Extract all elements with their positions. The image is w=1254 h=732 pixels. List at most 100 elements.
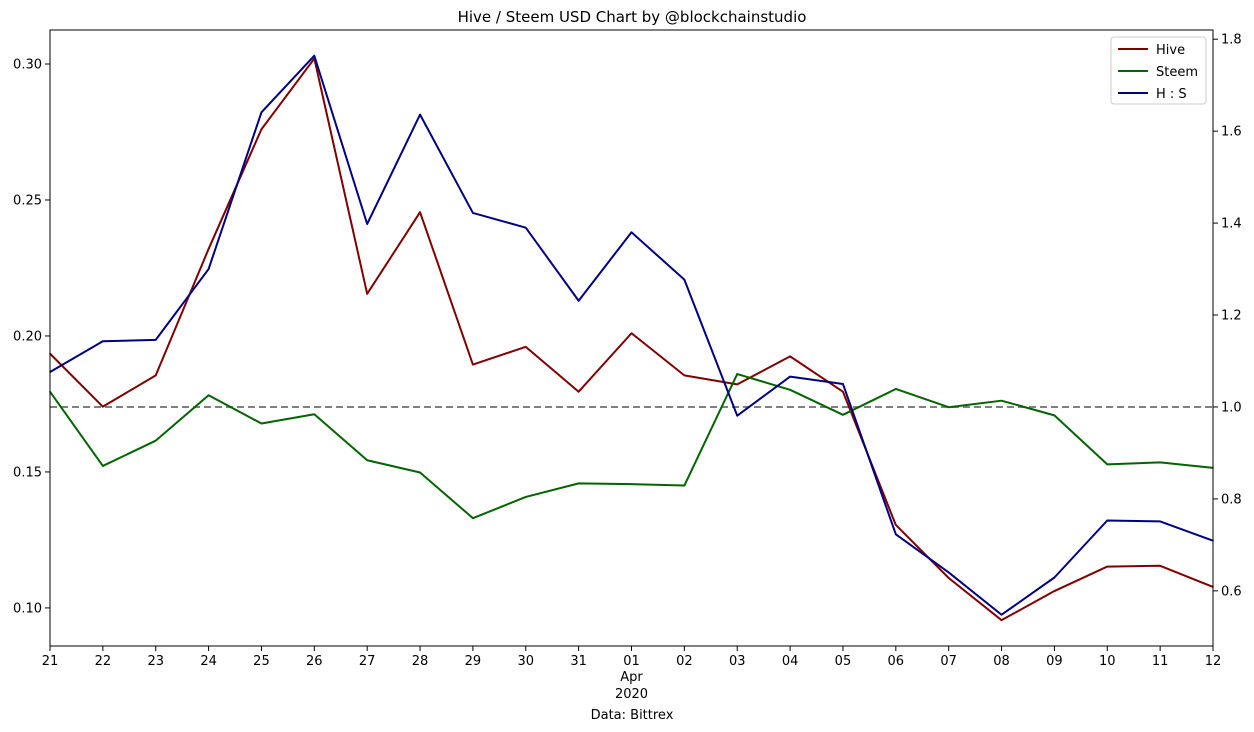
y-right-tick-label: 0.6 [1221, 584, 1242, 599]
series-line-0 [49, 57, 1214, 622]
data-point-1-4 [260, 422, 263, 425]
y-left-tick-label: 0.20 [13, 329, 42, 344]
data-point-2-9 [524, 226, 527, 229]
data-point-0-15 [842, 390, 844, 393]
data-point-1-10 [577, 482, 580, 485]
data-point-1-12 [683, 484, 686, 487]
data-point-0-13 [736, 383, 739, 386]
data-point-0-1 [102, 405, 104, 408]
data-point-0-18 [1000, 619, 1003, 621]
data-point-0-8 [472, 363, 474, 366]
data-point-1-20 [1106, 463, 1109, 466]
x-tick-label: 24 [200, 654, 217, 669]
data-point-1-7 [419, 471, 421, 474]
x-tick-label: 05 [835, 654, 852, 669]
legend: Hive Steem H : S [1110, 36, 1207, 105]
y-right-tick-label: 1.2 [1221, 309, 1242, 324]
data-point-2-11 [630, 231, 633, 234]
legend-label-0: Hive [1156, 43, 1185, 58]
data-point-0-3 [207, 248, 210, 250]
x-tick-label: 10 [1099, 654, 1116, 669]
y-right-tick-label: 0.8 [1221, 492, 1242, 507]
legend-box [1110, 36, 1207, 105]
data-point-0-10 [577, 390, 580, 393]
data-point-2-1 [102, 340, 104, 343]
data-point-2-10 [577, 299, 580, 302]
x-tick-label: 12 [1205, 654, 1222, 669]
data-point-0-7 [419, 211, 421, 214]
y-right-tick-label: 1.4 [1221, 217, 1242, 232]
data-point-1-1 [102, 465, 104, 467]
legend-label-2: H : S [1156, 87, 1187, 102]
data-point-2-19 [1053, 576, 1056, 579]
data-point-0-11 [630, 332, 633, 335]
x-tick-label: 28 [412, 654, 429, 669]
data-point-0-4 [260, 128, 263, 131]
y-right-tick-label: 1.8 [1221, 33, 1242, 48]
x-tick-label: 02 [676, 654, 693, 669]
x-tick-label: 08 [993, 654, 1010, 669]
data-point-2-17 [947, 571, 950, 574]
data-point-1-15 [842, 414, 844, 416]
x-tick-label: 07 [940, 654, 957, 669]
data-point-1-11 [630, 483, 633, 485]
data-point-2-6 [366, 223, 368, 225]
x-tick-label: 26 [306, 654, 323, 669]
y-left-tick-label: 0.15 [13, 465, 42, 480]
data-point-2-8 [472, 212, 474, 214]
x-tick-label: 23 [147, 654, 164, 669]
data-point-0-14 [789, 355, 791, 358]
x-tick-label: 30 [517, 654, 534, 669]
data-point-2-14 [789, 375, 791, 378]
data-point-2-15 [842, 383, 844, 385]
x-tick-label: 04 [782, 654, 799, 669]
data-point-2-16 [895, 533, 897, 536]
x-tick-month-label: Apr [620, 670, 643, 685]
data-point-2-21 [1159, 520, 1161, 523]
data-point-0-17 [947, 577, 950, 579]
plot-frame [49, 29, 1214, 647]
y-right-tick-label: 1.0 [1221, 400, 1242, 415]
data-point-0-6 [366, 293, 368, 295]
x-tick-year-label: 2020 [615, 687, 648, 702]
x-tick-label: 09 [1046, 654, 1063, 669]
data-point-0-19 [1053, 590, 1056, 592]
data-point-1-5 [313, 413, 316, 416]
data-point-0-9 [524, 346, 527, 348]
x-tick-label: 01 [623, 654, 640, 669]
data-point-1-8 [472, 517, 474, 519]
x-tick-label: 25 [253, 654, 270, 669]
data-point-1-16 [895, 388, 897, 390]
series-line-2 [49, 54, 1214, 616]
data-point-1-6 [366, 459, 368, 462]
y-right-tick-label: 1.6 [1221, 125, 1242, 140]
x-axis-label: Data: Bittrex [591, 708, 674, 723]
data-point-2-4 [260, 111, 263, 114]
data-point-0-21 [1159, 564, 1161, 567]
x-tick-label: 11 [1152, 654, 1169, 669]
data-point-1-19 [1053, 414, 1056, 417]
x-tick-label: 29 [465, 654, 482, 669]
data-point-1-3 [207, 394, 210, 397]
data-point-1-18 [1000, 399, 1003, 402]
y-left-tick-label: 0.30 [13, 57, 42, 72]
x-tick-label: 22 [95, 654, 112, 669]
data-point-0-20 [1106, 565, 1109, 568]
data-point-0-2 [154, 374, 157, 377]
data-point-1-17 [947, 406, 950, 409]
data-point-2-18 [1000, 613, 1003, 616]
data-point-2-7 [419, 113, 421, 116]
y-left-tick-label: 0.10 [13, 601, 42, 616]
data-point-2-13 [736, 414, 739, 417]
data-point-1-13 [736, 373, 739, 375]
series-line-1 [49, 373, 1214, 520]
data-point-0-12 [683, 374, 686, 377]
x-tick-label: 21 [42, 654, 59, 669]
data-point-1-14 [789, 389, 791, 391]
data-point-2-2 [154, 339, 157, 341]
data-point-1-2 [154, 439, 157, 442]
y-left-tick-label: 0.25 [13, 193, 42, 208]
x-tick-label: 06 [888, 654, 905, 669]
data-point-2-5 [313, 54, 316, 57]
